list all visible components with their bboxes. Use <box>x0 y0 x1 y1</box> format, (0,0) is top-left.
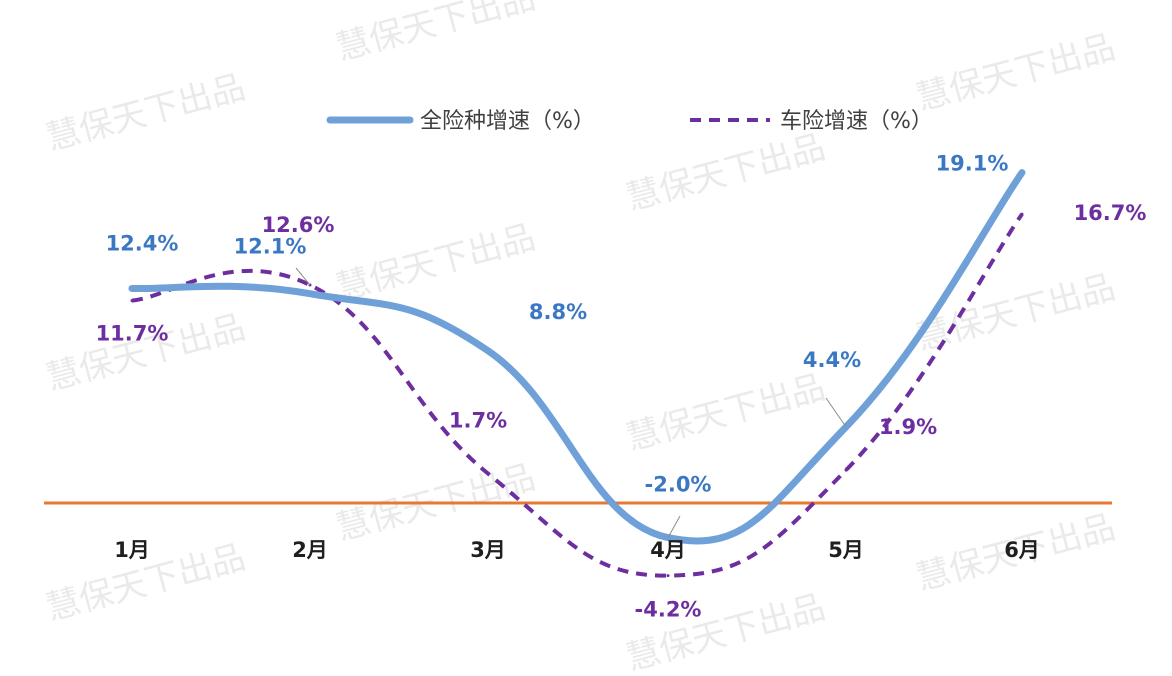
watermark-text: 慧保天下出品 <box>42 67 249 158</box>
label-leader-line <box>295 267 311 286</box>
data-point-auto <box>844 468 848 472</box>
x-tick-label: 1月 <box>114 538 150 562</box>
data-label-all-lines: 12.4% <box>106 231 179 255</box>
data-label-all-lines: -2.0% <box>645 473 712 497</box>
label-leader-line <box>825 397 847 428</box>
data-label-auto: 1.9% <box>879 415 937 439</box>
watermark-text: 慧保天下出品 <box>622 127 829 218</box>
data-label-all-lines: 8.8% <box>529 300 587 324</box>
data-label-all-lines: 4.4% <box>803 348 861 372</box>
data-point-all-lines <box>308 291 312 296</box>
data-label-auto: 16.7% <box>1074 201 1147 225</box>
legend-label-all-lines: 全险种增速（%） <box>420 109 595 134</box>
data-point-all-lines <box>130 286 134 291</box>
watermark-text: 慧保天下出品 <box>332 0 539 69</box>
x-tick-label: 3月 <box>470 538 506 562</box>
series-line-auto <box>131 212 1024 578</box>
watermark-text: 慧保天下出品 <box>622 367 829 458</box>
watermark-layer: 慧保天下出品慧保天下出品慧保天下出品慧保天下出品慧保天下出品慧保天下出品慧保天下… <box>42 0 1119 676</box>
x-tick-label: 4月 <box>650 538 686 562</box>
x-tick-label: 2月 <box>292 538 328 562</box>
legend-label-auto: 车险增速（%） <box>780 109 933 134</box>
data-label-all-lines: 19.1% <box>936 152 1009 176</box>
data-label-auto: 11.7% <box>96 322 169 346</box>
data-point-all-lines <box>486 348 490 353</box>
data-label-auto: -4.2% <box>635 598 702 622</box>
data-point-auto <box>130 299 134 303</box>
legend: 全险种增速（%） 车险增速（%） <box>326 109 933 134</box>
watermark-text: 慧保天下出品 <box>332 217 539 308</box>
data-point-all-lines <box>1020 170 1024 175</box>
data-labels: 12.4% 12.1% 8.8% -2.0% 4.4% 19.1% 11.7% 12.6% 1.… <box>96 152 1147 622</box>
data-point-auto <box>486 472 490 476</box>
x-tick-label: 6月 <box>1004 538 1040 562</box>
x-tick-label: 5月 <box>828 538 864 562</box>
x-axis-tick-labels: 1月 2月 3月 4月 5月 6月 <box>114 538 1040 562</box>
data-label-all-lines: 12.1% <box>234 235 307 259</box>
data-point-auto <box>666 574 670 578</box>
data-label-auto: 12.6% <box>262 213 335 237</box>
data-point-auto <box>1020 212 1024 216</box>
series-layer <box>128 169 1026 578</box>
watermark-text: 慧保天下出品 <box>912 27 1119 118</box>
label-leader-line <box>667 515 681 538</box>
data-label-auto: 1.7% <box>449 409 507 433</box>
